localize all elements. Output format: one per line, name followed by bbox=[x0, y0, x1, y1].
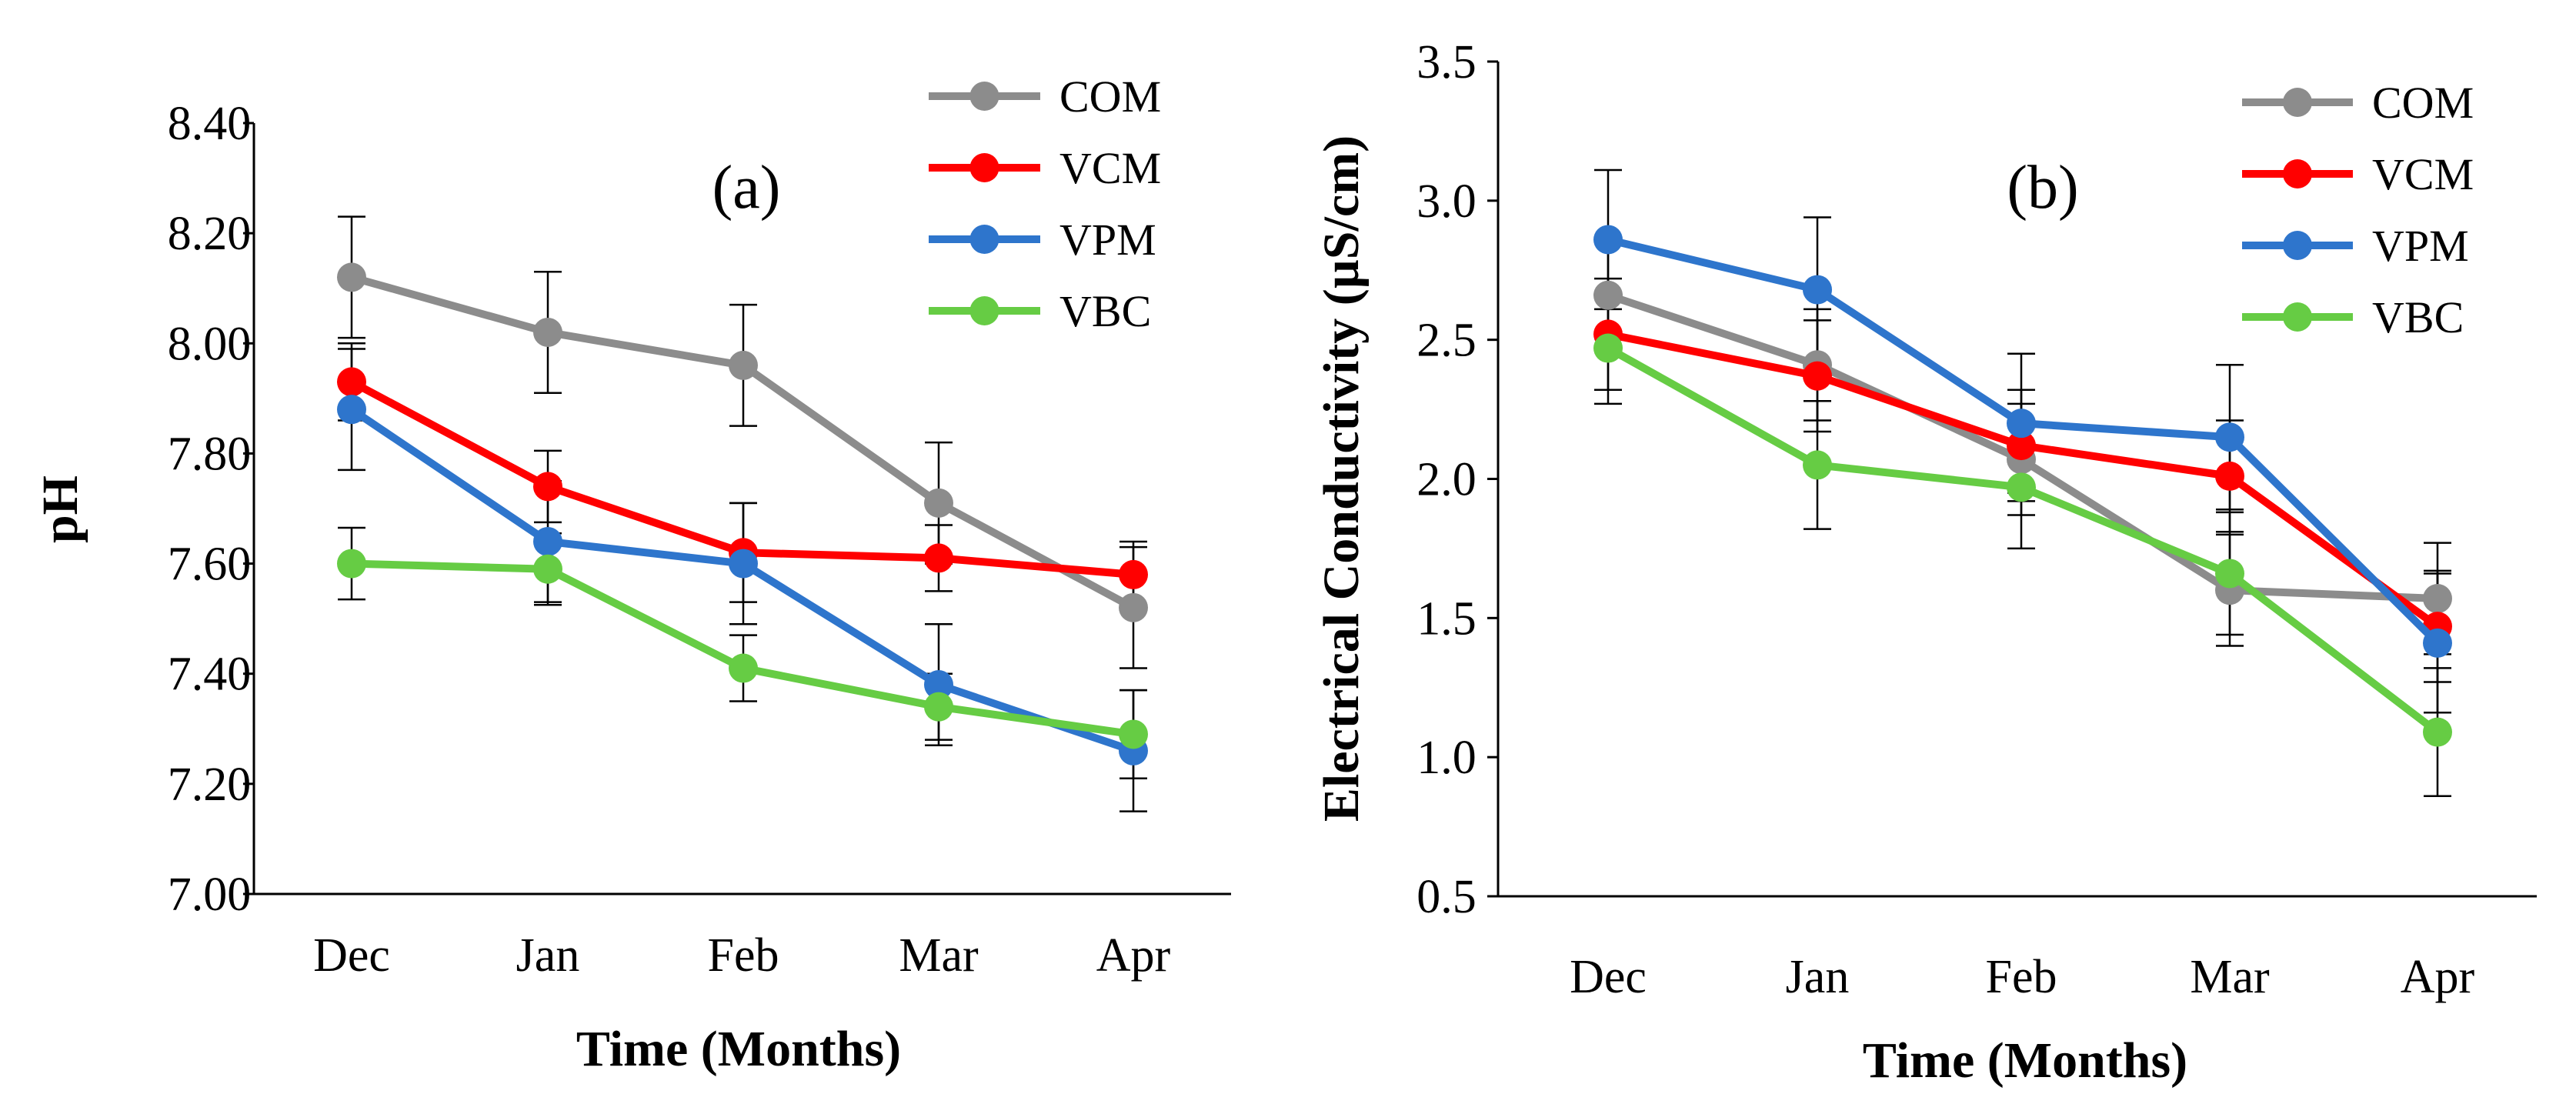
y-tick-label: 7.20 bbox=[168, 759, 252, 811]
series-vpm bbox=[1593, 225, 2452, 658]
data-point bbox=[924, 692, 953, 722]
legend-marker bbox=[969, 82, 999, 111]
data-point bbox=[729, 653, 758, 683]
series-vpm bbox=[337, 395, 1148, 765]
legend-label: VCM bbox=[1059, 143, 1161, 193]
panel-label: (a) bbox=[712, 154, 781, 222]
data-point bbox=[2423, 628, 2452, 658]
x-tick-label: Feb bbox=[1986, 951, 2057, 1003]
series-vbc bbox=[1593, 333, 2452, 747]
chart-panel-b: 0.5 1.0 1.5 2.0 2.5 3.0 3.5 Dec Jan Feb Mar Apr Time… bbox=[1313, 36, 2537, 1089]
x-tick-label: Jan bbox=[1786, 951, 1850, 1003]
y-tick-label: 3.5 bbox=[1416, 36, 1477, 88]
y-tick-label: 8.00 bbox=[168, 318, 252, 370]
y-tick-label: 3.0 bbox=[1416, 175, 1477, 228]
data-point bbox=[533, 317, 562, 347]
legend-marker bbox=[969, 225, 999, 254]
data-point bbox=[337, 395, 366, 425]
data-point bbox=[337, 262, 366, 292]
panel-label: (b) bbox=[2007, 154, 2078, 222]
series-vbc bbox=[337, 549, 1148, 749]
legend-label: COM bbox=[2372, 78, 2474, 128]
data-point bbox=[533, 526, 562, 556]
data-point bbox=[1803, 361, 1832, 391]
data-point bbox=[533, 472, 562, 502]
y-tick-label: 2.0 bbox=[1416, 454, 1477, 506]
data-point bbox=[1803, 450, 1832, 480]
series-com bbox=[337, 262, 1148, 622]
y-tick-label: 7.40 bbox=[168, 649, 252, 701]
data-point bbox=[2423, 717, 2452, 747]
data-point bbox=[2215, 559, 2244, 589]
y-tick-label: 8.20 bbox=[168, 208, 252, 260]
y-tick-label: 2.5 bbox=[1416, 315, 1477, 367]
data-point bbox=[2007, 431, 2036, 461]
legend-label: VBC bbox=[1059, 286, 1151, 336]
x-axis-title: Time (Months) bbox=[576, 1021, 901, 1077]
y-tick-label: 8.40 bbox=[168, 98, 252, 150]
legend: COM VCM VPM VBC bbox=[2242, 78, 2474, 342]
data-point bbox=[1119, 719, 1148, 749]
y-tick-label: 1.0 bbox=[1416, 732, 1477, 784]
data-point bbox=[924, 670, 953, 700]
legend-marker bbox=[2283, 302, 2312, 332]
x-tick-label: Feb bbox=[708, 929, 779, 982]
data-point bbox=[2215, 422, 2244, 452]
y-tick-label: 7.80 bbox=[168, 428, 252, 480]
chart-panel-a: 7.00 7.20 7.40 7.60 7.80 8.00 8.20 8.40 Dec Jan Fe… bbox=[32, 72, 1231, 1077]
x-tick-label: Dec bbox=[1570, 951, 1647, 1003]
y-tick-label: 7.60 bbox=[168, 539, 252, 591]
data-point bbox=[2423, 584, 2452, 614]
data-point bbox=[924, 543, 953, 573]
legend: COM VCM VPM VBC bbox=[929, 72, 1161, 336]
y-tick-label: 0.5 bbox=[1416, 871, 1477, 923]
data-point bbox=[337, 367, 366, 397]
legend-label: VBC bbox=[2372, 292, 2464, 342]
data-point bbox=[1593, 333, 1623, 363]
data-point bbox=[2007, 409, 2036, 439]
x-axis-title: Time (Months) bbox=[1863, 1032, 2187, 1089]
y-tick-label: 7.00 bbox=[168, 869, 252, 921]
x-tick-label: Apr bbox=[2401, 951, 2475, 1003]
legend-marker bbox=[2283, 159, 2312, 188]
data-point bbox=[1593, 280, 1623, 310]
x-tick-label: Dec bbox=[313, 929, 390, 982]
x-tick-label: Mar bbox=[2190, 951, 2270, 1003]
data-point bbox=[2215, 461, 2244, 491]
data-point bbox=[729, 549, 758, 579]
legend-label: VPM bbox=[2372, 221, 2469, 271]
y-axis-title: Electrical Conductivity (µS/cm) bbox=[1313, 135, 1370, 822]
legend-label: COM bbox=[1059, 72, 1161, 122]
x-tick-label: Apr bbox=[1096, 929, 1171, 982]
legend-label: VCM bbox=[2372, 149, 2474, 199]
data-point bbox=[1119, 559, 1148, 589]
data-point bbox=[924, 488, 953, 518]
x-tick-label: Jan bbox=[516, 929, 580, 982]
y-tick-label: 1.5 bbox=[1416, 592, 1477, 645]
data-point bbox=[1119, 592, 1148, 622]
data-point bbox=[1803, 275, 1832, 305]
data-point bbox=[533, 554, 562, 584]
legend-marker bbox=[2283, 231, 2312, 260]
legend-marker bbox=[2283, 88, 2312, 117]
y-axis-title: pH bbox=[32, 475, 88, 543]
data-point bbox=[337, 549, 366, 579]
data-point bbox=[2007, 472, 2036, 502]
legend-label: VPM bbox=[1059, 215, 1156, 265]
legend-marker bbox=[969, 153, 999, 182]
legend-marker bbox=[969, 296, 999, 325]
data-point bbox=[729, 350, 758, 380]
data-point bbox=[1593, 225, 1623, 255]
x-tick-label: Mar bbox=[899, 929, 979, 982]
